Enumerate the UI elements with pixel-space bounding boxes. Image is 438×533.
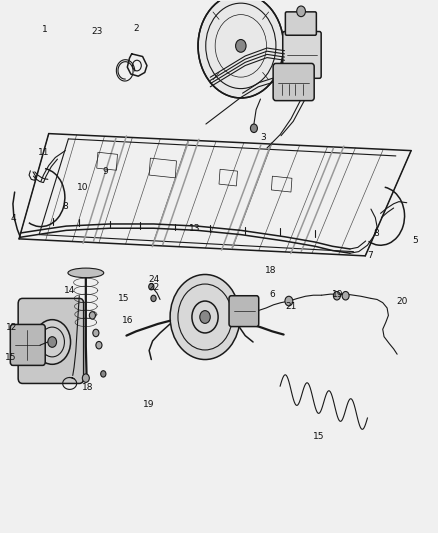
Circle shape [48, 337, 57, 348]
Text: 2: 2 [133, 24, 139, 33]
Circle shape [82, 374, 89, 382]
Text: 12: 12 [6, 323, 17, 332]
Text: 20: 20 [397, 296, 408, 305]
Text: 8: 8 [373, 229, 379, 238]
Circle shape [34, 320, 71, 365]
Bar [149, 158, 177, 178]
Circle shape [342, 292, 349, 300]
Text: 15: 15 [313, 432, 324, 441]
Ellipse shape [68, 268, 104, 278]
Text: 13: 13 [189, 224, 201, 233]
Text: 18: 18 [265, 266, 276, 275]
Circle shape [200, 311, 210, 324]
Text: 15: 15 [4, 353, 16, 362]
Circle shape [93, 329, 99, 337]
Circle shape [285, 296, 293, 306]
Circle shape [151, 295, 156, 302]
Text: 3: 3 [260, 133, 265, 142]
FancyBboxPatch shape [11, 325, 45, 366]
Text: 16: 16 [122, 316, 133, 325]
Circle shape [170, 274, 240, 360]
Text: 9: 9 [102, 167, 108, 176]
Text: 5: 5 [413, 237, 418, 246]
Circle shape [251, 124, 258, 133]
Text: 23: 23 [91, 27, 102, 36]
Text: 11: 11 [38, 148, 49, 157]
Text: 4: 4 [10, 214, 16, 223]
Circle shape [89, 312, 95, 319]
Text: 1: 1 [42, 26, 47, 35]
Circle shape [149, 284, 154, 290]
Circle shape [198, 0, 284, 98]
Text: 10: 10 [77, 183, 88, 192]
Text: 21: 21 [285, 302, 297, 311]
FancyBboxPatch shape [18, 298, 84, 383]
Text: 7: 7 [367, 252, 372, 260]
FancyBboxPatch shape [229, 296, 259, 327]
Bar [97, 152, 117, 170]
Circle shape [297, 6, 305, 17]
Circle shape [96, 342, 102, 349]
Text: 14: 14 [64, 286, 75, 295]
Text: 19: 19 [332, 289, 343, 298]
Text: 6: 6 [269, 289, 275, 298]
Text: 22: 22 [149, 283, 160, 292]
Text: 18: 18 [82, 383, 94, 392]
Circle shape [236, 39, 246, 52]
Text: 19: 19 [143, 400, 155, 409]
Bar [272, 176, 292, 192]
Text: 15: 15 [118, 294, 130, 303]
Text: 24: 24 [149, 275, 160, 284]
FancyBboxPatch shape [273, 63, 314, 101]
FancyBboxPatch shape [283, 31, 321, 78]
Circle shape [333, 292, 340, 300]
FancyBboxPatch shape [286, 12, 316, 35]
Text: 8: 8 [63, 203, 68, 212]
Circle shape [101, 370, 106, 377]
Bar [219, 169, 237, 186]
